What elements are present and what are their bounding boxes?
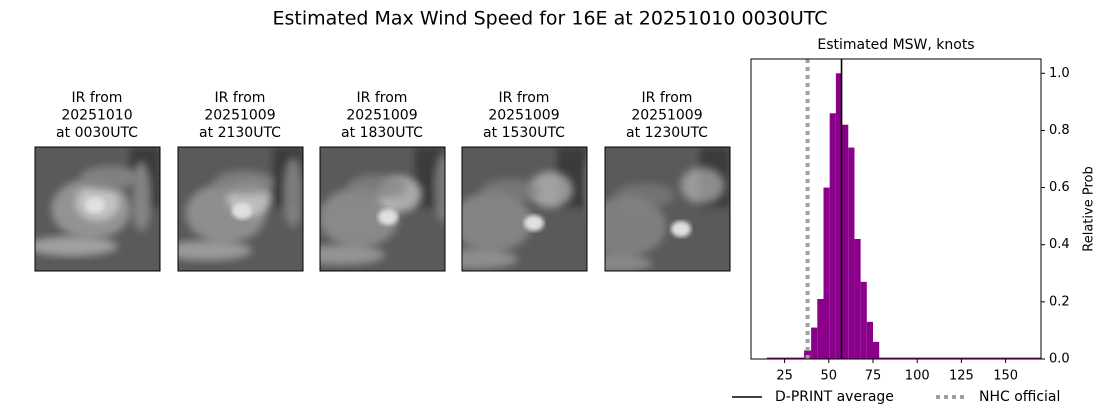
- ir-content: [178, 147, 303, 271]
- legend-label: NHC official: [979, 389, 1060, 405]
- y-tick-label: 0.8: [1049, 123, 1070, 138]
- figure-title: Estimated Max Wind Speed for 16E at 2025…: [272, 8, 827, 30]
- panel-label: IR from: [642, 90, 693, 106]
- panel-label: IR from: [357, 90, 408, 106]
- x-tick-label: 100: [905, 369, 930, 384]
- bar: [866, 321, 874, 359]
- panel-label: IR from: [499, 90, 550, 106]
- panel-label: at 0030UTC: [56, 125, 138, 141]
- bar: [854, 239, 861, 359]
- ir-frame: [319, 146, 446, 272]
- bar: [823, 187, 830, 359]
- panel-label: 20251009: [488, 108, 559, 124]
- cloud: [80, 166, 140, 190]
- cloud: [320, 187, 399, 248]
- cloud: [528, 171, 573, 208]
- y-axis-label: Relative Prob: [1082, 166, 1097, 251]
- bar: [860, 281, 867, 359]
- legend-label: D-PRINT average: [775, 389, 894, 405]
- x-tick-label: 25: [776, 369, 793, 384]
- cloud: [480, 179, 541, 204]
- panel-label: at 2130UTC: [199, 125, 281, 141]
- ir-image: [34, 146, 161, 272]
- bar: [879, 357, 1041, 359]
- cloud: [736, 144, 756, 214]
- x-tick-label: 125: [949, 369, 974, 384]
- ir-frame: [461, 146, 588, 272]
- eye-cloud: [524, 215, 544, 231]
- panel-label: IR from: [215, 90, 266, 106]
- x-tick-label: 150: [993, 369, 1018, 384]
- ir-image: [177, 146, 304, 272]
- bar: [848, 147, 855, 359]
- cloud: [462, 249, 519, 270]
- y-tick-label: 0.0: [1049, 352, 1070, 367]
- eye-cloud: [85, 197, 105, 213]
- bar: [817, 299, 824, 359]
- ir-frame: [604, 146, 731, 272]
- eye-cloud: [378, 209, 398, 225]
- cloud: [584, 160, 587, 207]
- chart-title: Estimated MSW, knots: [817, 37, 974, 53]
- eye-cloud: [232, 203, 252, 219]
- cloud: [680, 167, 725, 204]
- ir-image: [461, 146, 588, 272]
- panel-label: at 1530UTC: [483, 125, 565, 141]
- x-tick-label: 75: [865, 369, 882, 384]
- cloud: [433, 152, 445, 223]
- panel-label: 20251010: [61, 108, 132, 124]
- bar: [766, 357, 805, 359]
- y-tick-label: 1.0: [1049, 66, 1070, 81]
- bar: [842, 124, 849, 359]
- ir-image: [604, 144, 756, 272]
- panel-label: at 1830UTC: [341, 125, 423, 141]
- ir-content: [605, 144, 756, 271]
- bar: [811, 327, 818, 359]
- ir-frame: [177, 146, 304, 272]
- panel-label: 20251009: [346, 108, 417, 124]
- bar: [873, 341, 880, 359]
- cloud: [35, 236, 118, 257]
- cloud: [283, 157, 303, 228]
- cloud: [605, 196, 667, 257]
- panel-label: 20251009: [204, 108, 275, 124]
- panel-label: IR from: [72, 90, 123, 106]
- cloud: [320, 244, 385, 265]
- ir-content: [35, 147, 160, 271]
- cloud: [462, 192, 532, 253]
- y-tick-label: 0.4: [1049, 237, 1070, 252]
- y-tick-label: 0.6: [1049, 180, 1070, 195]
- cloud: [615, 183, 675, 208]
- y-tick-label: 0.2: [1049, 294, 1070, 309]
- ir-image: [319, 146, 446, 272]
- bar: [804, 350, 812, 359]
- cloud: [178, 240, 252, 261]
- ir-content: [462, 147, 587, 271]
- plot-frame: [750, 58, 1042, 360]
- bar: [835, 73, 843, 360]
- eye-cloud: [671, 221, 691, 237]
- cloud: [214, 170, 275, 195]
- x-tick-label: 50: [821, 369, 838, 384]
- panel-label: at 1230UTC: [626, 125, 708, 141]
- ir-frame: [34, 146, 161, 272]
- ir-content: [320, 147, 445, 271]
- cloud: [605, 253, 653, 271]
- cloud: [347, 174, 408, 199]
- panel-label: 20251009: [631, 108, 702, 124]
- bar: [829, 113, 836, 360]
